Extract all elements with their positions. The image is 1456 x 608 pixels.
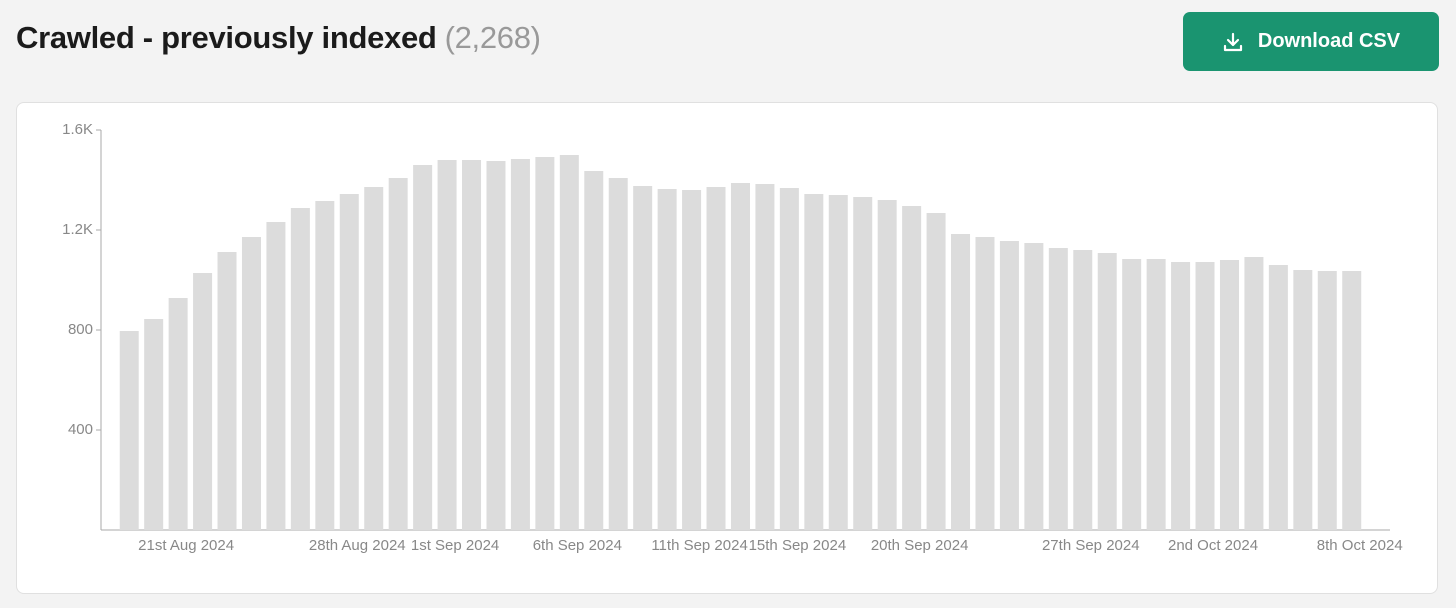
bar	[853, 197, 873, 530]
x-tick-label: 2nd Oct 2024	[1168, 537, 1258, 554]
bar	[951, 234, 971, 530]
count: (2,268)	[444, 20, 541, 55]
bar	[877, 200, 897, 530]
download-icon	[1223, 32, 1242, 51]
bar	[559, 155, 579, 530]
bar	[241, 237, 261, 530]
x-tick-label: 6th Sep 2024	[533, 537, 622, 554]
bar	[119, 331, 139, 530]
bar	[657, 189, 677, 530]
x-tick-label: 20th Sep 2024	[871, 537, 969, 554]
x-tick-label: 27th Sep 2024	[1042, 537, 1140, 554]
bar	[217, 252, 237, 530]
x-tick-label: 1st Sep 2024	[411, 537, 499, 554]
bar	[779, 188, 799, 530]
bar	[1293, 270, 1313, 530]
x-tick-label: 21st Aug 2024	[138, 537, 234, 554]
bar	[535, 157, 555, 530]
y-tick-label: 400	[68, 421, 93, 438]
bar	[1024, 243, 1044, 530]
bar	[388, 178, 408, 530]
bar	[144, 319, 164, 530]
bar	[1219, 260, 1239, 530]
bar	[584, 171, 604, 530]
bar	[266, 222, 286, 530]
bar	[1195, 262, 1215, 530]
bar	[1317, 271, 1337, 530]
bar	[1146, 259, 1166, 530]
bar	[290, 208, 310, 530]
title-text: Crawled - previously indexed	[16, 20, 437, 55]
bar	[168, 298, 188, 530]
bar	[755, 184, 775, 530]
page-title: Crawled - previously indexed (2,268)	[16, 20, 541, 56]
bar	[1048, 248, 1068, 530]
x-tick-label: 11th Sep 2024	[651, 537, 747, 554]
bar	[1171, 262, 1191, 530]
bar	[706, 187, 726, 530]
bar	[437, 160, 457, 530]
bar	[926, 213, 946, 530]
bar	[633, 186, 653, 530]
bar	[1268, 265, 1288, 530]
bar	[682, 190, 702, 530]
bar	[730, 183, 750, 530]
bar	[902, 206, 922, 530]
y-tick-label: 1.6K	[62, 121, 93, 138]
download-button[interactable]: Download CSV	[1183, 12, 1439, 71]
bar	[975, 237, 995, 530]
x-tick-label: 28th Aug 2024	[309, 537, 406, 554]
bar	[804, 194, 824, 530]
bar	[1244, 257, 1264, 530]
bar	[315, 201, 335, 530]
bar	[1122, 259, 1142, 530]
bar	[364, 187, 384, 530]
y-tick-label: 800	[68, 321, 93, 338]
button-label: Download CSV	[1257, 30, 1401, 52]
x-tick-label: 8th Oct 2024	[1317, 537, 1403, 554]
bar	[462, 160, 482, 530]
bar	[510, 159, 530, 530]
y-tick-label: 1.2K	[62, 221, 93, 238]
bar	[999, 241, 1019, 530]
bar	[1073, 250, 1093, 530]
x-tick-label: 15th Sep 2024	[749, 537, 847, 554]
bar	[1097, 253, 1117, 530]
bar	[828, 195, 848, 530]
bar	[486, 161, 506, 530]
bar	[608, 178, 628, 530]
bar	[339, 194, 359, 530]
bar	[413, 165, 433, 530]
bar	[193, 273, 213, 530]
bar	[1342, 271, 1362, 530]
